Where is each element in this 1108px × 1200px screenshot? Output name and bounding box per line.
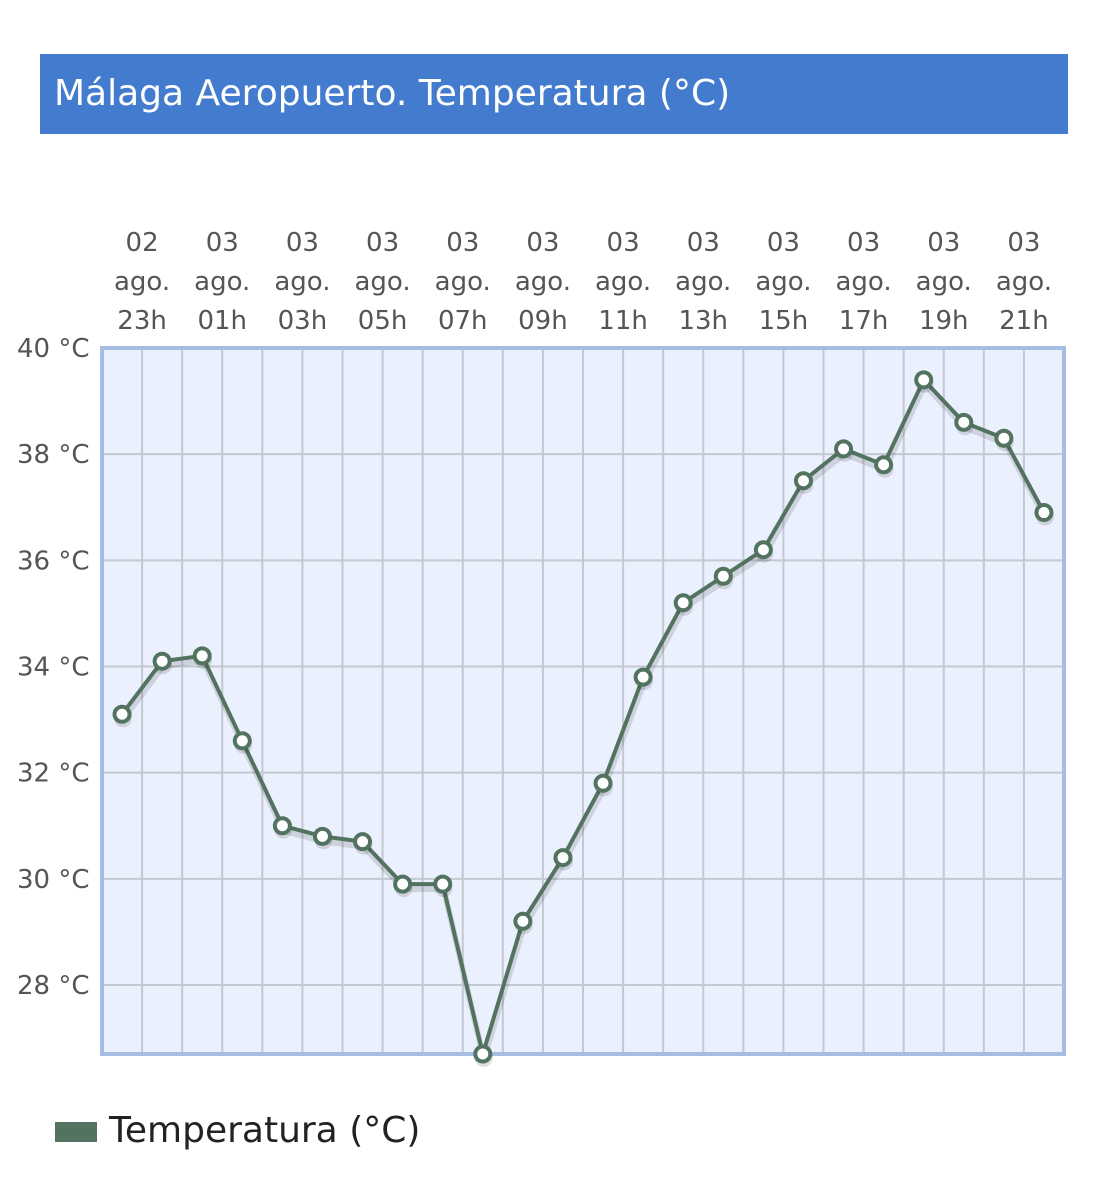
x-tick-label: 03 ago. 01h xyxy=(194,228,250,336)
data-point xyxy=(353,832,373,852)
x-tick-label: 03 ago. 05h xyxy=(355,228,411,336)
x-tick-label: 03 ago. 19h xyxy=(916,228,972,336)
data-point xyxy=(513,911,533,931)
chart-title: Málaga Aeropuerto. Temperatura (°C) xyxy=(54,73,731,114)
data-point xyxy=(312,826,332,846)
x-tick-label: 03 ago. 21h xyxy=(996,228,1052,336)
data-point xyxy=(793,471,813,491)
legend-label: Temperatura (°C) xyxy=(109,1110,421,1151)
plot-border xyxy=(100,346,1066,1056)
x-axis-tick-labels: 02 ago. 23h 03 ago. 01h 03 ago. 03h 03 ago. 05h 03 ag… xyxy=(114,228,1052,336)
x-tick-label: 03 ago. 17h xyxy=(836,228,892,336)
chart-title-bar: Málaga Aeropuerto. Temperatura (°C) xyxy=(40,54,1068,134)
y-tick-label: 34 °C xyxy=(17,652,90,682)
data-point xyxy=(393,874,413,894)
y-tick-label: 28 °C xyxy=(17,971,90,1001)
y-tick-label: 30 °C xyxy=(17,865,90,895)
y-axis-tick-labels: 40 °C 38 °C 36 °C 34 °C 32 °C 30 °C 28 °C xyxy=(17,334,90,1001)
y-tick-label: 36 °C xyxy=(17,546,90,576)
data-point xyxy=(192,646,212,666)
series-line xyxy=(120,377,1046,1056)
data-point xyxy=(433,874,453,894)
x-tick-label: 02 ago. 23h xyxy=(114,228,170,336)
legend-swatch xyxy=(55,1122,97,1142)
data-point xyxy=(753,540,773,560)
data-point xyxy=(593,773,613,793)
data-point xyxy=(834,439,854,459)
data-point xyxy=(112,704,132,724)
data-point xyxy=(954,412,974,432)
vertical-gridlines xyxy=(141,348,1025,1054)
x-tick-label: 03 ago. 07h xyxy=(435,228,491,336)
data-point xyxy=(633,667,653,687)
data-point xyxy=(1034,503,1054,523)
y-tick-label: 38 °C xyxy=(17,440,90,470)
data-point xyxy=(553,848,573,868)
series-points xyxy=(112,370,1054,1067)
data-point xyxy=(713,566,733,586)
y-tick-label: 40 °C xyxy=(17,334,90,364)
data-point xyxy=(874,455,894,475)
x-tick-label: 03 ago. 15h xyxy=(755,228,811,336)
data-point xyxy=(914,370,934,390)
data-point xyxy=(232,731,252,751)
x-tick-label: 03 ago. 09h xyxy=(515,228,571,336)
temperature-chart: 02 ago. 23h 03 ago. 01h 03 ago. 03h 03 ago. 05h 03 ag… xyxy=(17,228,1066,1067)
data-point xyxy=(673,593,693,613)
data-point xyxy=(994,428,1014,448)
data-point xyxy=(473,1044,493,1064)
x-tick-label: 03 ago. 11h xyxy=(595,228,651,336)
series-path xyxy=(120,377,1046,1056)
y-tick-label: 32 °C xyxy=(17,759,90,789)
x-tick-label: 03 ago. 13h xyxy=(675,228,731,336)
data-point xyxy=(272,816,292,836)
data-point xyxy=(152,651,172,671)
x-tick-label: 03 ago. 03h xyxy=(274,228,330,336)
